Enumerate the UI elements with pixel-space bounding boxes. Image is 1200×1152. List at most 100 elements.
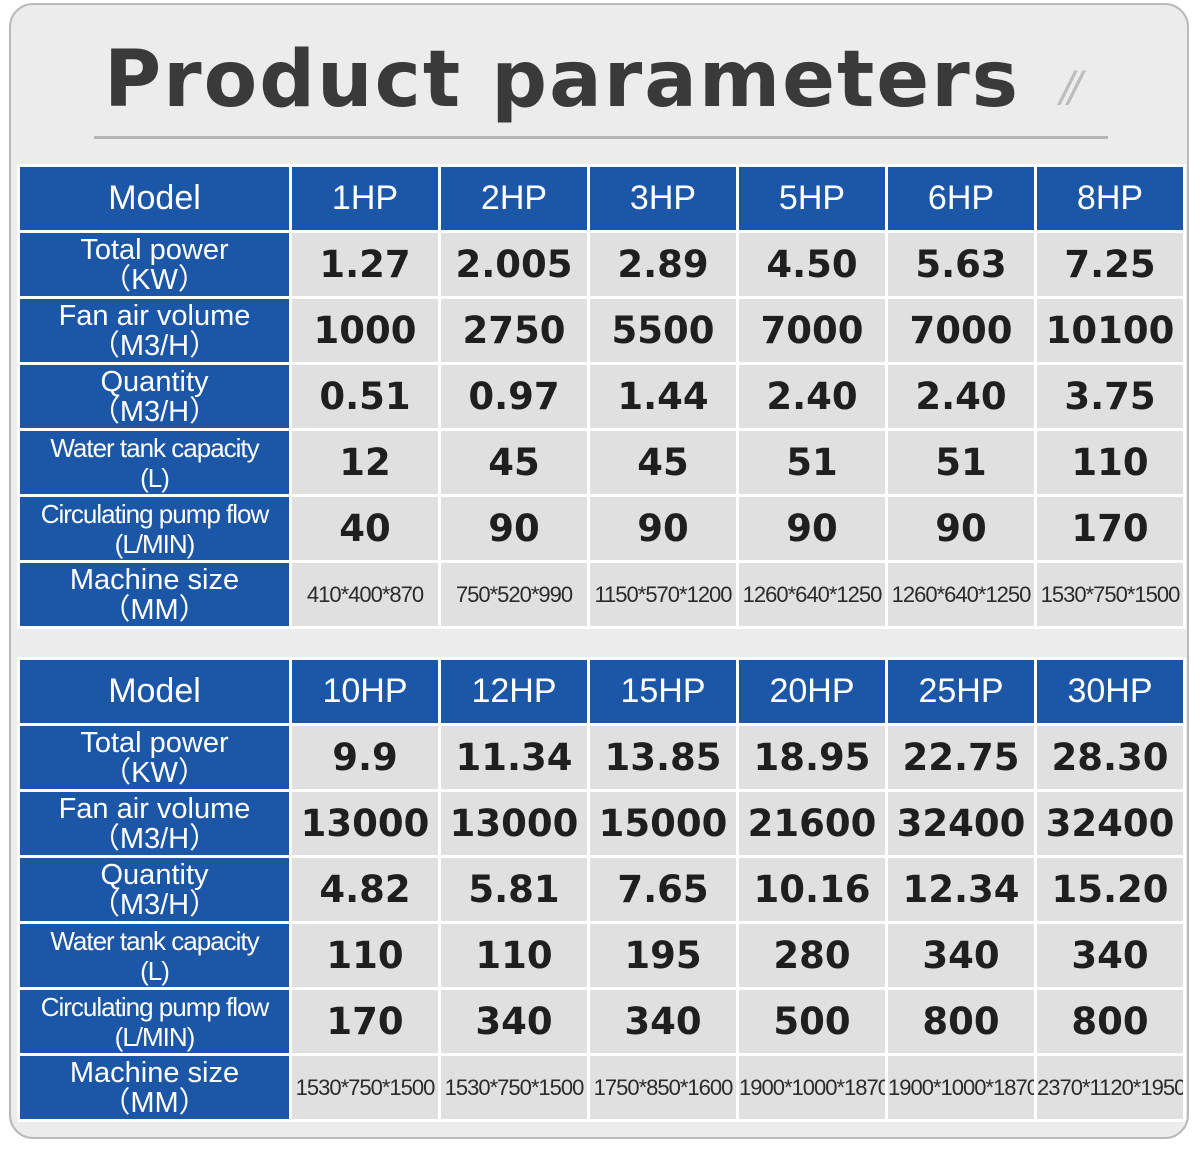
circulating-pump-flow-value: 90 [885,494,1037,563]
water-tank-capacity-value: 51 [736,428,888,497]
circulating-pump-flow-value: 170 [289,987,441,1056]
total-power-label-line: Total power [80,233,229,266]
spec-table-10hp-30hp: Model 10HP 12HP 15HP 20HP 25HP 30HP Total power… [17,657,1186,1122]
fan-air-volume-value: 10100 [1034,296,1186,365]
machine-size-row: Machine size （MM） 1530*750*1500 1530*750*15… [17,1053,1186,1122]
decorative-slashes: // [1060,62,1082,111]
quantity-label: Quantity （M3/H） [17,362,292,431]
circulating-pump-flow-label-line: (L/MIN) [114,528,196,559]
model-header: 30HP [1034,657,1186,726]
water-tank-capacity-label: Water tank capacity (L) [17,428,292,497]
machine-size-value: 2370*1120*1950 [1034,1053,1186,1122]
total-power-value: 4.50 [736,230,888,299]
circulating-pump-flow-label: Circulating pump flow (L/MIN) [17,987,292,1056]
water-tank-capacity-label-line: Water tank capacity [50,432,259,463]
total-power-row: Total power （KW） 9.9 11.34 13.85 18.95 22.75 28… [17,723,1186,792]
model-header: 2HP [438,164,590,233]
fan-air-volume-row: Fan air volume （M3/H） 13000 13000 15000 21600… [17,789,1186,858]
total-power-label: Total power （KW） [17,723,292,792]
model-header: 25HP [885,657,1037,726]
machine-size-value: 1530*750*1500 [1034,560,1186,629]
model-header-label: Model [17,657,292,726]
water-tank-capacity-value: 340 [1034,921,1186,990]
total-power-value: 9.9 [289,723,441,792]
water-tank-capacity-value: 45 [587,428,739,497]
header-row: Model 10HP 12HP 15HP 20HP 25HP 30HP [17,657,1186,726]
quantity-value: 7.65 [587,855,739,924]
model-header: 1HP [289,164,441,233]
circulating-pump-flow-value: 800 [1034,987,1186,1056]
water-tank-capacity-value: 110 [1034,428,1186,497]
machine-size-value: 1900*1000*1870 [885,1053,1037,1122]
water-tank-capacity-value: 110 [289,921,441,990]
machine-size-value: 410*400*870 [289,560,441,629]
water-tank-capacity-value: 12 [289,428,441,497]
machine-size-value: 1150*570*1200 [587,560,739,629]
water-tank-capacity-row: Water tank capacity (L) 110 110 195 280 340 340 [17,921,1186,990]
fan-air-volume-value: 15000 [587,789,739,858]
circulating-pump-flow-row: Circulating pump flow (L/MIN) 170 340 340 500… [17,987,1186,1056]
quantity-value: 5.81 [438,855,590,924]
quantity-value: 2.40 [736,362,888,431]
machine-size-value: 1260*640*1250 [885,560,1037,629]
circulating-pump-flow-label-line: Circulating pump flow [40,991,270,1022]
fan-air-volume-value: 32400 [885,789,1037,858]
circulating-pump-flow-value: 90 [587,494,739,563]
machine-size-label-line: Machine size [69,563,240,596]
machine-size-value: 1530*750*1500 [289,1053,441,1122]
machine-size-label: Machine size （MM） [17,1053,292,1122]
water-tank-capacity-value: 280 [736,921,888,990]
circulating-pump-flow-value: 170 [1034,494,1186,563]
total-power-value: 2.89 [587,230,739,299]
quantity-value: 12.34 [885,855,1037,924]
quantity-row: Quantity （M3/H） 0.51 0.97 1.44 2.40 2.40 3.75 [17,362,1186,431]
fan-air-volume-value: 13000 [289,789,441,858]
water-tank-capacity-label: Water tank capacity (L) [17,921,292,990]
model-header: 5HP [736,164,888,233]
machine-size-label: Machine size （MM） [17,560,292,629]
quantity-value: 1.44 [587,362,739,431]
water-tank-capacity-label-line: (L) [140,955,170,986]
fan-air-volume-label-line: Fan air volume [58,299,251,332]
total-power-label-line: （KW） [102,756,207,789]
model-header: 15HP [587,657,739,726]
water-tank-capacity-value: 340 [885,921,1037,990]
quantity-value: 0.97 [438,362,590,431]
quantity-label-line: Quantity [100,858,209,891]
model-header: 8HP [1034,164,1186,233]
total-power-value: 11.34 [438,723,590,792]
circulating-pump-flow-value: 40 [289,494,441,563]
machine-size-value: 1750*850*1600 [587,1053,739,1122]
quantity-value: 2.40 [885,362,1037,431]
total-power-value: 2.005 [438,230,590,299]
circulating-pump-flow-value: 800 [885,987,1037,1056]
fan-air-volume-label-line: （M3/H） [90,329,219,362]
machine-size-row: Machine size （MM） 410*400*870 750*520*990 11… [17,560,1186,629]
fan-air-volume-value: 2750 [438,296,590,365]
fan-air-volume-label: Fan air volume （M3/H） [17,296,292,365]
circulating-pump-flow-value: 90 [438,494,590,563]
fan-air-volume-label: Fan air volume （M3/H） [17,789,292,858]
header-row: Model 1HP 2HP 3HP 5HP 6HP 8HP [17,164,1186,233]
fan-air-volume-value: 21600 [736,789,888,858]
quantity-value: 0.51 [289,362,441,431]
circulating-pump-flow-value: 90 [736,494,888,563]
circulating-pump-flow-row: Circulating pump flow (L/MIN) 40 90 90 90 90 17… [17,494,1186,563]
page-title: Product parameters [104,35,1021,125]
model-header: 6HP [885,164,1037,233]
fan-air-volume-value: 7000 [736,296,888,365]
water-tank-capacity-label-line: Water tank capacity [50,925,259,956]
water-tank-capacity-label-line: (L) [140,462,170,493]
quantity-value: 3.75 [1034,362,1186,431]
spec-table-1hp-8hp: Model 1HP 2HP 3HP 5HP 6HP 8HP Total power （KW） 1.… [17,164,1186,629]
quantity-label: Quantity （M3/H） [17,855,292,924]
total-power-value: 13.85 [587,723,739,792]
model-header: 10HP [289,657,441,726]
quantity-label-line: Quantity [100,365,209,398]
total-power-label: Total power （KW） [17,230,292,299]
circulating-pump-flow-value: 340 [587,987,739,1056]
quantity-value: 10.16 [736,855,888,924]
machine-size-value: 1260*640*1250 [736,560,888,629]
fan-air-volume-label-line: （M3/H） [90,822,219,855]
circulating-pump-flow-label: Circulating pump flow (L/MIN) [17,494,292,563]
